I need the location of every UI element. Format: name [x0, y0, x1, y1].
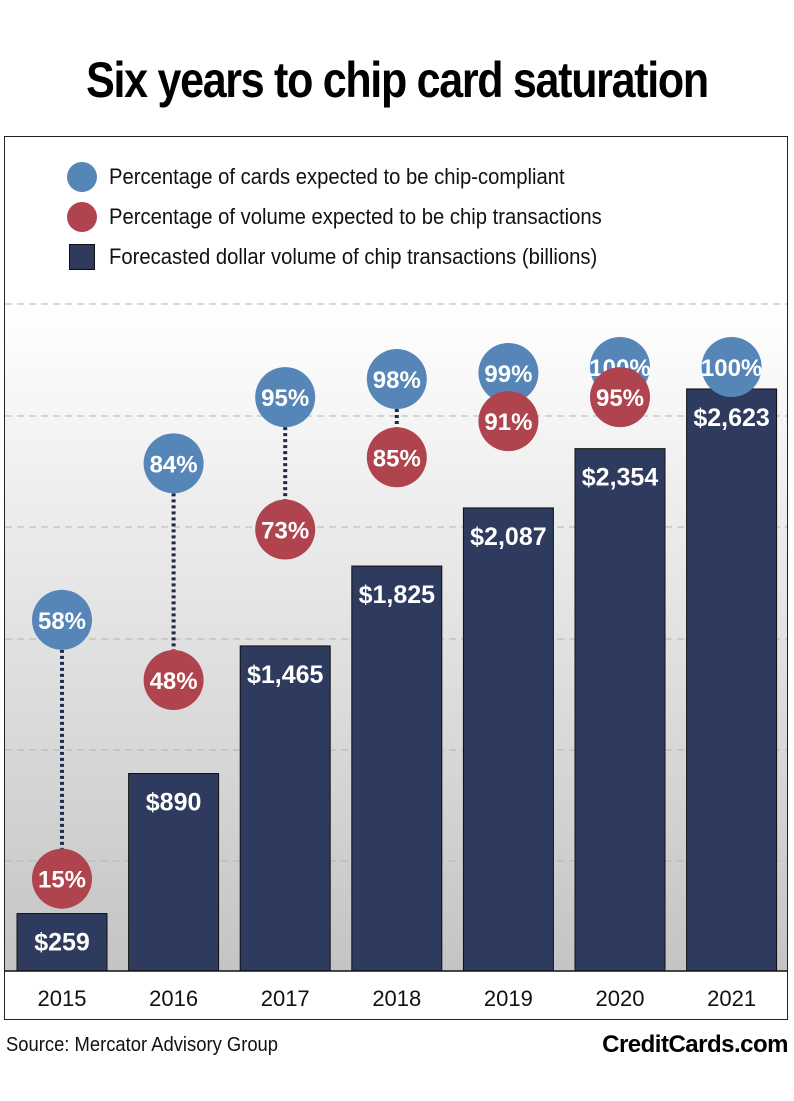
x-tick-label: 2019: [484, 986, 533, 1011]
volume-dot-label: 48%: [150, 668, 198, 695]
bar-2021: [686, 388, 778, 972]
bar-2018: [351, 565, 443, 972]
bar-value-label: $2,623: [693, 404, 769, 432]
cards-dot-label: 58%: [38, 608, 86, 635]
volume-dot-2015: [32, 848, 92, 909]
chart-svg: $259 $890 $1,465 $1,825 $2,087 $2,354 $2,623 5…: [5, 303, 787, 1019]
cards-dot-2016: [143, 433, 204, 494]
bar-2019: [462, 507, 554, 972]
x-tick-label: 2018: [372, 986, 421, 1011]
legend-label: Percentage of volume expected to be chip…: [109, 204, 602, 229]
volume-dot-2018: [366, 427, 427, 488]
cards-dot-2018: [366, 349, 427, 410]
x-tick-label: 2016: [149, 986, 198, 1011]
volume-dot-label: 73%: [261, 518, 309, 545]
cards-dot-label: 84%: [150, 451, 198, 478]
chart-title: Six years to chip card saturation: [86, 52, 709, 108]
legend-navy-square-icon: [69, 244, 95, 270]
bar-value-label: $2,087: [470, 523, 546, 551]
bar-value-label: $1,825: [359, 581, 436, 609]
bar-2020: [574, 448, 666, 972]
x-tick-label: 2021: [707, 986, 756, 1011]
source-note: Source: Mercator Advisory Group: [6, 1034, 279, 1056]
volume-dot-2019: [478, 391, 539, 452]
cards-dot-2021: [701, 337, 762, 397]
volume-dot-2017: [255, 499, 316, 560]
x-tick-label: 2015: [38, 986, 87, 1011]
bar-2015: [16, 913, 108, 972]
bar-value-label: $1,465: [247, 661, 324, 689]
volume-dot-2016: [143, 650, 204, 711]
legend-item-dollar-volume: Forecasted dollar volume of chip transac…: [67, 237, 645, 277]
legend-item-volume: Percentage of volume expected to be chip…: [67, 197, 645, 237]
cards-dot-label: 99%: [484, 361, 532, 388]
bar-value-label: $890: [146, 789, 202, 817]
legend: Percentage of cards expected to be chip-…: [67, 157, 645, 277]
volume-dot-label: 91%: [484, 409, 532, 436]
volume-dot-label: 95%: [596, 385, 644, 412]
bar-value-label: $259: [34, 929, 90, 957]
x-tick-label: 2017: [261, 986, 310, 1011]
bar-2016: [128, 773, 220, 972]
cards-dot-2017: [255, 367, 316, 428]
cards-dot-label: 100%: [701, 355, 762, 382]
x-axis-label-band: [5, 972, 787, 1019]
bar-2017: [239, 645, 331, 972]
legend-label: Forecasted dollar volume of chip transac…: [109, 244, 598, 269]
cards-dot-label: 95%: [261, 385, 309, 412]
legend-item-cards: Percentage of cards expected to be chip-…: [67, 157, 645, 197]
x-tick-label: 2020: [596, 986, 645, 1011]
legend-label: Percentage of cards expected to be chip-…: [109, 164, 565, 189]
volume-dot-2020: [590, 367, 650, 428]
brand-logo: CreditCards.com: [602, 1031, 788, 1058]
cards-dot-label: 98%: [373, 367, 421, 394]
chart-frame: $259 $890 $1,465 $1,825 $2,087 $2,354 $2,623 5…: [4, 136, 788, 1020]
legend-blue-circle-icon: [67, 162, 97, 192]
legend-red-circle-icon: [67, 202, 97, 232]
cards-dot-2019: [478, 343, 539, 404]
bar-value-label: $2,354: [582, 464, 659, 492]
volume-dot-label: 85%: [373, 445, 421, 472]
cards-dot-2015: [32, 589, 92, 650]
volume-dot-label: 15%: [38, 867, 86, 894]
